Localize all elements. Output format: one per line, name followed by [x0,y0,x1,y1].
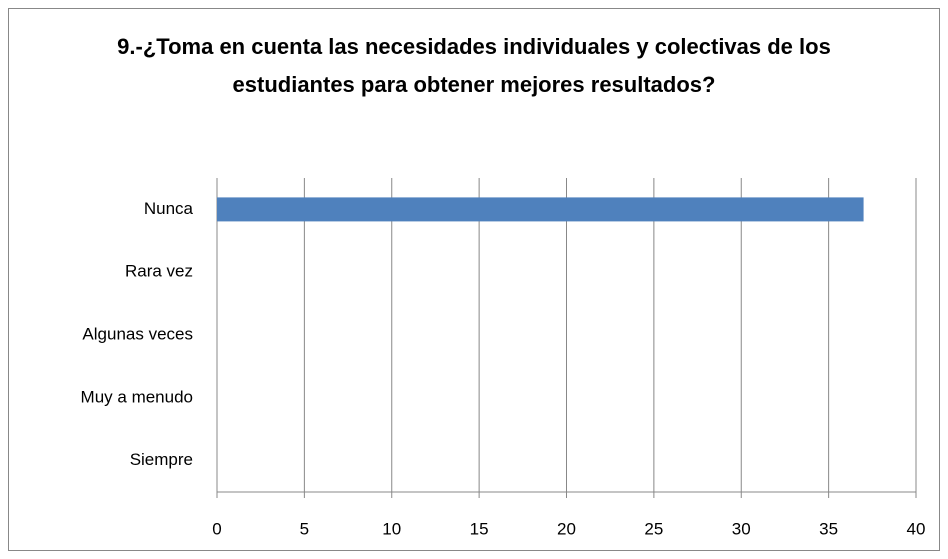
x-tick-label: 40 [907,519,926,538]
x-tick-label: 20 [557,519,576,538]
y-tick-label: Nunca [144,199,194,218]
y-tick-label: Muy a menudo [81,387,193,406]
x-tick-label: 10 [382,519,401,538]
x-tick-label: 35 [819,519,838,538]
y-tick-label: Algunas veces [82,324,193,343]
bar [217,197,864,222]
y-tick-label: Rara vez [125,262,193,281]
x-tick-label: 5 [300,519,309,538]
chart-frame [8,8,940,551]
x-tick-label: 25 [644,519,663,538]
x-tick-label: 30 [732,519,751,538]
x-tick-label: 0 [212,519,221,538]
chart-title: 9.-¿Toma en cuenta las necesidades indiv… [117,34,831,97]
y-tick-label: Siempre [130,450,193,469]
x-tick-label: 15 [470,519,489,538]
